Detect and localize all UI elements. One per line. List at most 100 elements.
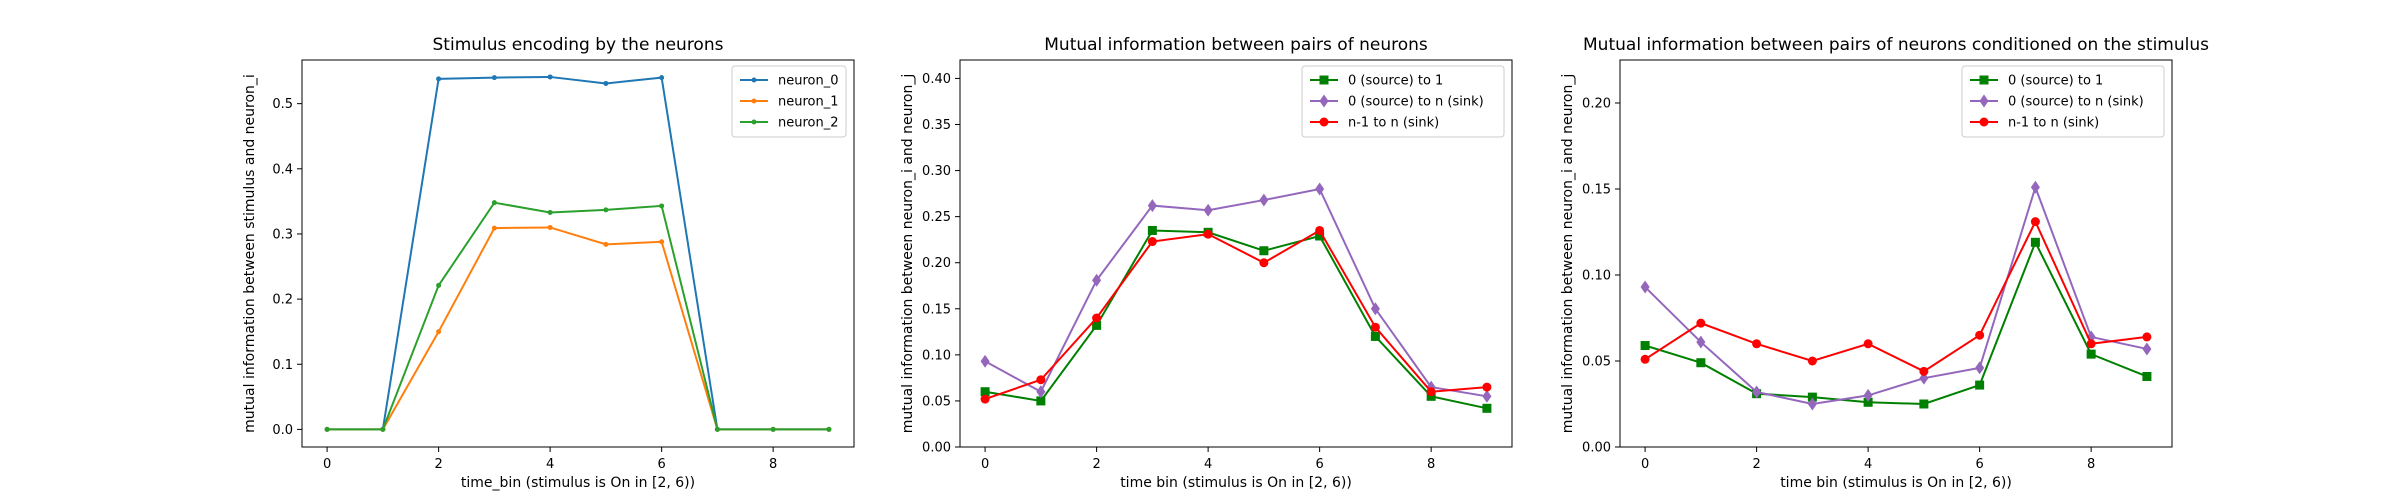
data-point (659, 239, 665, 245)
data-point (659, 203, 665, 209)
data-point (1696, 335, 1706, 349)
data-point (1426, 391, 1436, 401)
x-tick-label: 8 (769, 457, 777, 472)
legend-marker (751, 98, 757, 104)
data-point (1807, 397, 1817, 411)
data-point (1696, 318, 1706, 328)
data-point (2030, 237, 2040, 247)
legend: 0 (source) to 1 0 (source) to n (sink) n-1… (1961, 65, 2165, 138)
legend-box (731, 65, 847, 138)
y-tick-label: 0.2 (272, 293, 293, 308)
x-tick-label: 0 (323, 457, 331, 472)
x-tick-label: 6 (657, 457, 665, 472)
legend-marker (1319, 94, 1329, 108)
y-tick-label: 0.25 (922, 210, 951, 225)
data-point (1696, 358, 1706, 368)
series-1 (980, 225, 1492, 413)
chart-title: Mutual information between pairs of neur… (1044, 35, 1428, 55)
data-point (603, 80, 609, 86)
legend-marker (1979, 117, 1989, 127)
legend-label: 0 (source) to 1 (1348, 74, 1443, 89)
chart-panel-3: Mutual information between pairs of neur… (1560, 35, 2209, 491)
y-tick-label: 0.20 (922, 256, 951, 271)
x-tick-label: 0 (981, 457, 989, 472)
series-line (984, 229, 1488, 410)
series-3 (980, 225, 1492, 404)
y-tick-label: 0.05 (1582, 355, 1611, 370)
data-point (1482, 403, 1492, 413)
data-point (1036, 396, 1046, 406)
x-axis-label: time bin (stimulus is On in [2, 6)) (1780, 475, 2012, 491)
data-point (2086, 339, 2096, 349)
series-1 (1640, 237, 2152, 409)
data-point (547, 209, 553, 215)
data-point (1147, 199, 1157, 213)
y-tick-label: 0.10 (922, 348, 951, 363)
data-point (2086, 349, 2096, 359)
data-point (547, 74, 553, 80)
legend-label: 0 (source) to n (sink) (1348, 95, 1484, 110)
x-axis-label: time_bin (stimulus is On in [2, 6)) (461, 475, 695, 491)
series-line (984, 187, 1488, 398)
legend: 0 (source) to 1 0 (source) to n (sink) n-1… (1301, 65, 1505, 138)
data-point (2030, 180, 2040, 194)
y-tick-label: 0.15 (922, 302, 951, 317)
data-point (2142, 371, 2152, 381)
data-point (1370, 331, 1380, 341)
data-point (1482, 382, 1492, 392)
legend-marker (1979, 75, 1989, 85)
y-tick-label: 0.05 (922, 394, 951, 409)
y-tick-label: 0.5 (272, 97, 293, 112)
data-point (436, 329, 442, 335)
legend-box (1301, 65, 1505, 138)
legend-marker (1979, 94, 1989, 108)
x-tick-label: 2 (434, 457, 442, 472)
series-2 (324, 224, 832, 432)
data-point (603, 241, 609, 247)
data-point (1315, 225, 1325, 235)
data-point (2142, 332, 2152, 342)
legend-label: 0 (source) to 1 (2008, 74, 2103, 89)
x-tick-label: 0 (1641, 457, 1649, 472)
data-point (1863, 388, 1873, 402)
data-point (1752, 385, 1762, 399)
data-point (1147, 225, 1157, 235)
data-point (980, 394, 990, 404)
data-point (980, 387, 990, 397)
legend-label: n-1 to n (sink) (1348, 116, 1439, 131)
plot-frame (1619, 59, 2173, 448)
legend-marker (1319, 75, 1329, 85)
data-point (1482, 389, 1492, 403)
x-tick-label: 4 (1204, 457, 1212, 472)
data-point (1092, 273, 1102, 287)
series-2 (1640, 180, 2152, 411)
series-2 (980, 182, 1492, 403)
x-tick-label: 4 (546, 457, 554, 472)
data-point (1640, 341, 1650, 351)
data-point (603, 207, 609, 213)
data-point (1203, 229, 1213, 239)
data-point (491, 225, 497, 231)
chart-title: Mutual information between pairs of neur… (1583, 35, 2209, 55)
chart-title: Stimulus encoding by the neurons (433, 35, 724, 55)
legend-marker (1319, 117, 1329, 127)
y-tick-label: 0.00 (922, 441, 951, 456)
x-tick-label: 2 (1752, 457, 1760, 472)
legend-label: n-1 to n (sink) (2008, 116, 2099, 131)
y-tick-label: 0.35 (922, 118, 951, 133)
data-point (1036, 375, 1046, 385)
data-point (1919, 399, 1929, 409)
data-point (1315, 182, 1325, 196)
x-tick-label: 8 (1427, 457, 1435, 472)
x-tick-label: 8 (2087, 457, 2095, 472)
y-axis-label: mutual information between stimulus and … (242, 74, 258, 433)
plot-frame (301, 59, 855, 448)
data-point (1975, 330, 1985, 340)
data-point (826, 426, 832, 432)
data-point (1036, 385, 1046, 399)
data-point (2142, 342, 2152, 356)
y-tick-label: 0.40 (922, 72, 951, 87)
legend-label: neuron_1 (778, 95, 839, 110)
x-tick-label: 6 (1315, 457, 1323, 472)
